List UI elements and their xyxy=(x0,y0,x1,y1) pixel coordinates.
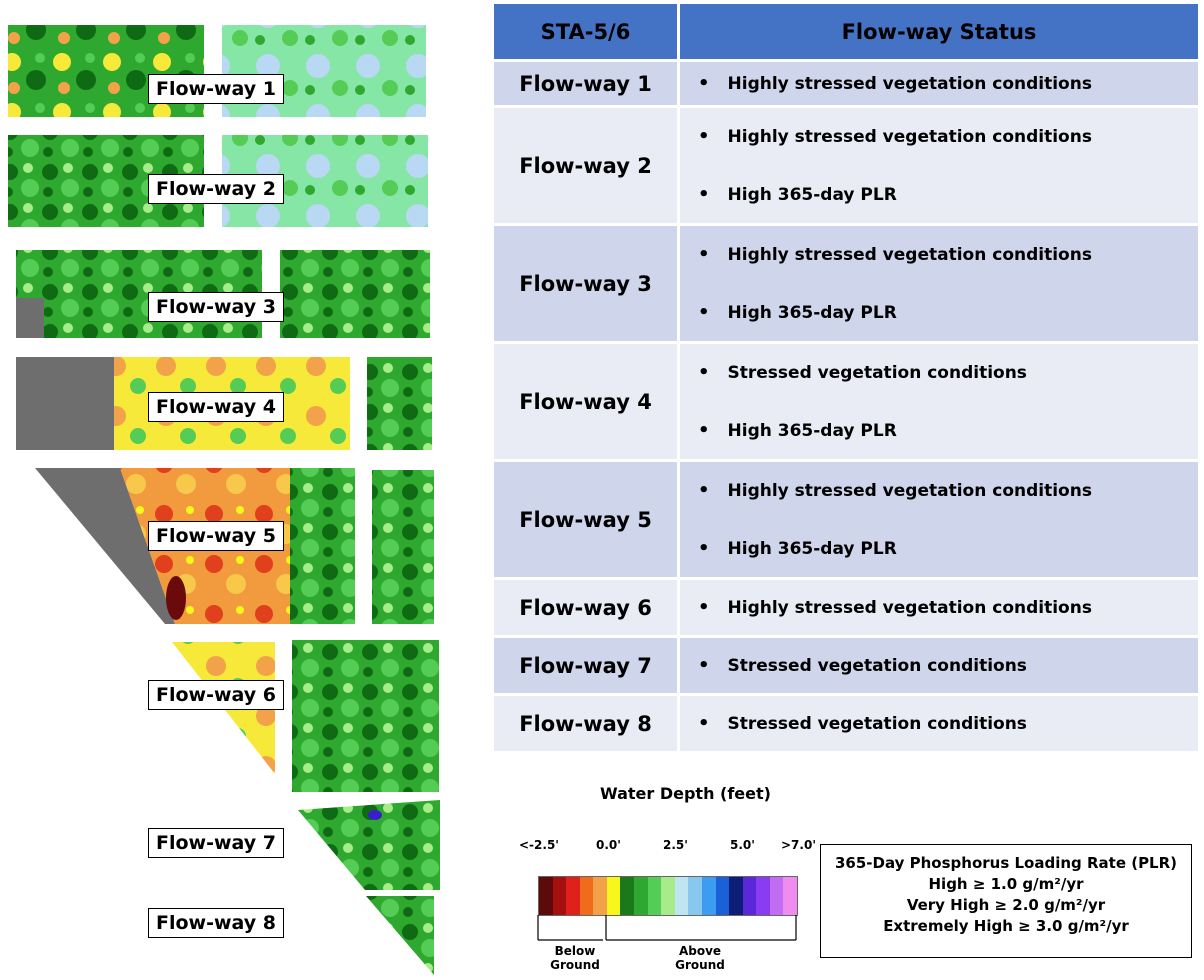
legend-tick-label: <-2.5' xyxy=(519,838,559,852)
row-status: Stressed vegetation conditions xyxy=(680,696,1198,751)
legend-swatch xyxy=(579,877,594,915)
legend-swatch xyxy=(620,877,635,915)
flow-way-7-deep-spot xyxy=(368,810,382,820)
legend-swatch xyxy=(593,877,607,915)
legend-swatch xyxy=(606,877,621,915)
flow-way-4-cell-east xyxy=(367,357,432,450)
table-row: Flow-way 8 Stressed vegetation condition… xyxy=(494,696,1198,751)
flow-way-5-gray xyxy=(35,468,175,624)
row-flow-way-name: Flow-way 4 xyxy=(494,344,677,459)
plr-title: 365-Day Phosphorus Loading Rate (PLR) xyxy=(834,854,1178,872)
status-item: Stressed vegetation conditions xyxy=(698,344,1198,402)
table-row: Flow-way 1 Highly stressed vegetation co… xyxy=(494,62,1198,105)
table-row: Flow-way 4 Stressed vegetation condition… xyxy=(494,344,1198,459)
status-item: High 365-day PLR xyxy=(698,402,1198,460)
legend-swatch xyxy=(756,877,770,915)
status-item: High 365-day PLR xyxy=(698,166,1198,224)
flow-way-7-cell xyxy=(298,800,440,890)
row-status: Highly stressed vegetation conditions Hi… xyxy=(680,462,1198,577)
status-item: Stressed vegetation conditions xyxy=(698,696,1198,751)
flow-way-3-cell-east xyxy=(280,250,430,338)
row-flow-way-name: Flow-way 1 xyxy=(494,62,677,105)
legend-swatch xyxy=(688,877,702,915)
table-row: Flow-way 3 Highly stressed vegetation co… xyxy=(494,226,1198,341)
row-flow-way-name: Flow-way 5 xyxy=(494,462,677,577)
flow-way-6-label: Flow-way 6 xyxy=(148,680,284,710)
plr-very-high: Very High ≥ 2.0 g/m²/yr xyxy=(906,896,1106,914)
status-item: Stressed vegetation conditions xyxy=(698,638,1198,693)
legend-swatch xyxy=(552,877,567,915)
legend-swatch xyxy=(674,877,689,915)
flow-way-6-cell-east xyxy=(292,640,439,792)
legend-swatch xyxy=(742,877,757,915)
flow-way-7-label: Flow-way 7 xyxy=(148,828,284,858)
status-item: Highly stressed vegetation conditions xyxy=(698,62,1198,105)
water-depth-legend: Water Depth (feet) <-2.5' 0.0' 2.5' 5.0'… xyxy=(505,778,816,980)
table-row: Flow-way 7 Stressed vegetation condition… xyxy=(494,638,1198,693)
flow-way-5-deep-spot xyxy=(166,576,186,620)
legend-below-ground: Below Ground xyxy=(550,944,600,972)
status-item: High 365-day PLR xyxy=(698,284,1198,342)
legend-bracket xyxy=(537,915,797,941)
status-item: Highly stressed vegetation conditions xyxy=(698,580,1198,635)
flow-way-2-label: Flow-way 2 xyxy=(148,174,284,204)
legend-swatch xyxy=(539,877,553,915)
flow-way-5-cell-green xyxy=(290,468,355,624)
status-item: Highly stressed vegetation conditions xyxy=(698,226,1198,284)
legend-swatch xyxy=(715,877,730,915)
legend-swatch xyxy=(769,877,784,915)
row-status: Stressed vegetation conditions xyxy=(680,638,1198,693)
row-status: Highly stressed vegetation conditions xyxy=(680,62,1198,105)
flow-way-1-label: Flow-way 1 xyxy=(148,74,284,104)
legend-color-bar xyxy=(538,876,798,916)
table-row: Flow-way 2 Highly stressed vegetation co… xyxy=(494,108,1198,223)
row-flow-way-name: Flow-way 8 xyxy=(494,696,677,751)
flow-way-4-gray xyxy=(16,357,114,450)
legend-tick-label: 2.5' xyxy=(663,838,688,852)
row-status: Highly stressed vegetation conditions xyxy=(680,580,1198,635)
flow-way-5-cell-east xyxy=(372,470,434,624)
legend-swatch xyxy=(783,877,797,915)
status-item: Highly stressed vegetation conditions xyxy=(698,462,1198,520)
row-status: Stressed vegetation conditions High 365-… xyxy=(680,344,1198,459)
row-status: Highly stressed vegetation conditions Hi… xyxy=(680,108,1198,223)
flow-way-8-label: Flow-way 8 xyxy=(148,908,284,938)
flow-way-8-cell xyxy=(366,896,434,975)
flow-way-3-gray xyxy=(16,298,44,338)
legend-swatch xyxy=(647,877,662,915)
legend-swatch xyxy=(661,877,675,915)
status-item: High 365-day PLR xyxy=(698,520,1198,578)
plr-legend-box: 365-Day Phosphorus Loading Rate (PLR) Hi… xyxy=(820,844,1192,958)
plr-extremely-high: Extremely High ≥ 3.0 g/m²/yr xyxy=(883,917,1129,935)
table-header-sta: STA-5/6 xyxy=(494,4,677,59)
table-row: Flow-way 6 Highly stressed vegetation co… xyxy=(494,580,1198,635)
legend-swatch xyxy=(566,877,580,915)
row-status: Highly stressed vegetation conditions Hi… xyxy=(680,226,1198,341)
flow-way-5-label: Flow-way 5 xyxy=(148,521,284,551)
table-row: Flow-way 5 Highly stressed vegetation co… xyxy=(494,462,1198,577)
row-flow-way-name: Flow-way 2 xyxy=(494,108,677,223)
legend-title: Water Depth (feet) xyxy=(600,784,771,803)
table-header-status: Flow-way Status xyxy=(680,4,1198,59)
status-item: Highly stressed vegetation conditions xyxy=(698,108,1198,166)
flow-way-3-label: Flow-way 3 xyxy=(148,292,284,322)
flow-way-status-table: STA-5/6 Flow-way Status Flow-way 1 Highl… xyxy=(491,1,1201,754)
legend-above-ground: Above Ground xyxy=(675,944,725,972)
row-flow-way-name: Flow-way 7 xyxy=(494,638,677,693)
plr-high: High ≥ 1.0 g/m²/yr xyxy=(928,875,1084,893)
legend-tick-label: >7.0' xyxy=(781,838,816,852)
row-flow-way-name: Flow-way 6 xyxy=(494,580,677,635)
flow-way-4-label: Flow-way 4 xyxy=(148,392,284,422)
legend-tick-label: 5.0' xyxy=(730,838,755,852)
legend-swatch xyxy=(729,877,743,915)
row-flow-way-name: Flow-way 3 xyxy=(494,226,677,341)
legend-tick-label: 0.0' xyxy=(596,838,621,852)
legend-swatch xyxy=(701,877,716,915)
legend-swatch xyxy=(634,877,648,915)
